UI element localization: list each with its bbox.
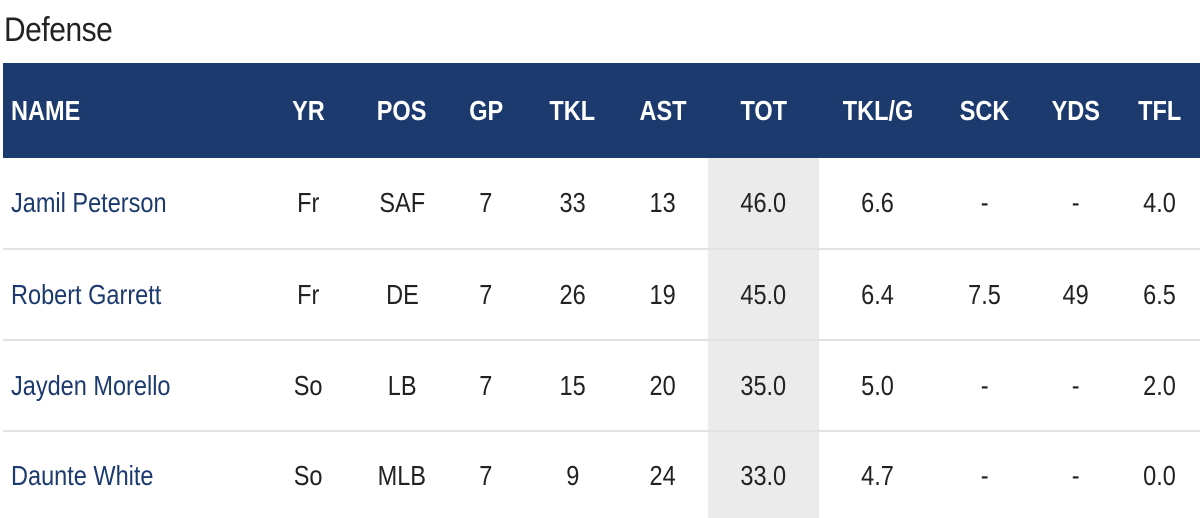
cell-gp: 7 — [444, 248, 528, 340]
cell-yr: Fr — [296, 187, 320, 218]
player-name-link[interactable]: Jamil Peterson — [11, 187, 167, 218]
column-header-yds[interactable]: YDS — [1051, 94, 1101, 126]
cell-tfl: 0.0 — [1119, 430, 1200, 518]
column-header-tot[interactable]: TOT — [740, 94, 787, 126]
cell-tkl-per-game: 5.0 — [819, 339, 936, 431]
column-header-tkl-per-game[interactable]: TKL/G — [842, 94, 913, 126]
cell-pos: LB — [360, 339, 444, 431]
cell-yr: Fr — [256, 248, 360, 340]
table-row: Jamil Peterson Fr SAF 7 33 13 46.0 6.6 -… — [3, 158, 1200, 249]
cell-tkl: 9 — [528, 430, 617, 518]
cell-gp: 7 — [479, 187, 493, 218]
cell-tkl-per-game: 4.7 — [819, 430, 936, 518]
cell-pos: SAF — [379, 187, 425, 218]
column-header-pos[interactable]: POS — [377, 94, 427, 126]
cell-gp: 7 — [444, 430, 528, 518]
cell-tfl: 6.5 — [1119, 248, 1200, 340]
cell-yds: - — [1072, 187, 1080, 218]
cell-ast: 24 — [617, 430, 708, 518]
cell-ast: 13 — [649, 187, 676, 218]
cell-yds: - — [1033, 339, 1119, 431]
cell-ast: 19 — [617, 248, 708, 340]
cell-tot: 35.0 — [708, 339, 819, 431]
cell-sck: - — [980, 187, 989, 218]
table-header-row: NAME YR POS GP TKL AST TOT TKL/G SCK YDS… — [3, 63, 1200, 158]
cell-gp: 7 — [444, 339, 528, 431]
cell-ast: 20 — [617, 339, 708, 431]
cell-tfl: 4.0 — [1143, 187, 1176, 218]
player-name-link[interactable]: Daunte White — [3, 430, 256, 518]
column-header-tkl[interactable]: TKL — [549, 94, 596, 126]
cell-sck: 7.5 — [936, 248, 1033, 340]
cell-yr: So — [256, 339, 360, 431]
cell-sck: - — [936, 339, 1033, 431]
cell-yds: 49 — [1033, 248, 1119, 340]
column-header-gp[interactable]: GP — [469, 94, 503, 126]
table-row: Robert Garrett Fr DE 7 26 19 45.0 6.4 7.… — [3, 248, 1200, 340]
cell-sck: - — [936, 430, 1033, 518]
cell-yds: - — [1033, 430, 1119, 518]
cell-tfl: 2.0 — [1119, 339, 1200, 431]
column-header-ast[interactable]: AST — [638, 94, 687, 126]
cell-tot: 33.0 — [708, 430, 819, 518]
column-header-name[interactable]: NAME — [11, 94, 81, 126]
cell-pos: DE — [360, 248, 444, 340]
table-row: Daunte White So MLB 7 9 24 33.0 4.7 - - … — [3, 430, 1200, 518]
defense-stats-table: NAME YR POS GP TKL AST TOT TKL/G SCK YDS… — [3, 63, 1200, 518]
cell-tkl-per-game: 6.6 — [861, 187, 894, 218]
player-name-link[interactable]: Robert Garrett — [3, 248, 256, 340]
section-title: Defense — [4, 11, 113, 49]
player-name-link[interactable]: Jayden Morello — [3, 339, 256, 431]
cell-tkl: 15 — [528, 339, 617, 431]
cell-tkl-per-game: 6.4 — [819, 248, 936, 340]
table-row: Jayden Morello So LB 7 15 20 35.0 5.0 - … — [3, 339, 1200, 431]
cell-yr: So — [256, 430, 360, 518]
cell-tkl: 26 — [528, 248, 617, 340]
column-header-tfl[interactable]: TFL — [1137, 94, 1182, 126]
cell-tkl: 33 — [559, 187, 586, 218]
cell-tot: 46.0 — [708, 158, 819, 249]
cell-tot: 45.0 — [708, 248, 819, 340]
column-header-sck[interactable]: SCK — [959, 94, 1010, 126]
column-header-yr[interactable]: YR — [291, 94, 325, 126]
cell-pos: MLB — [360, 430, 444, 518]
